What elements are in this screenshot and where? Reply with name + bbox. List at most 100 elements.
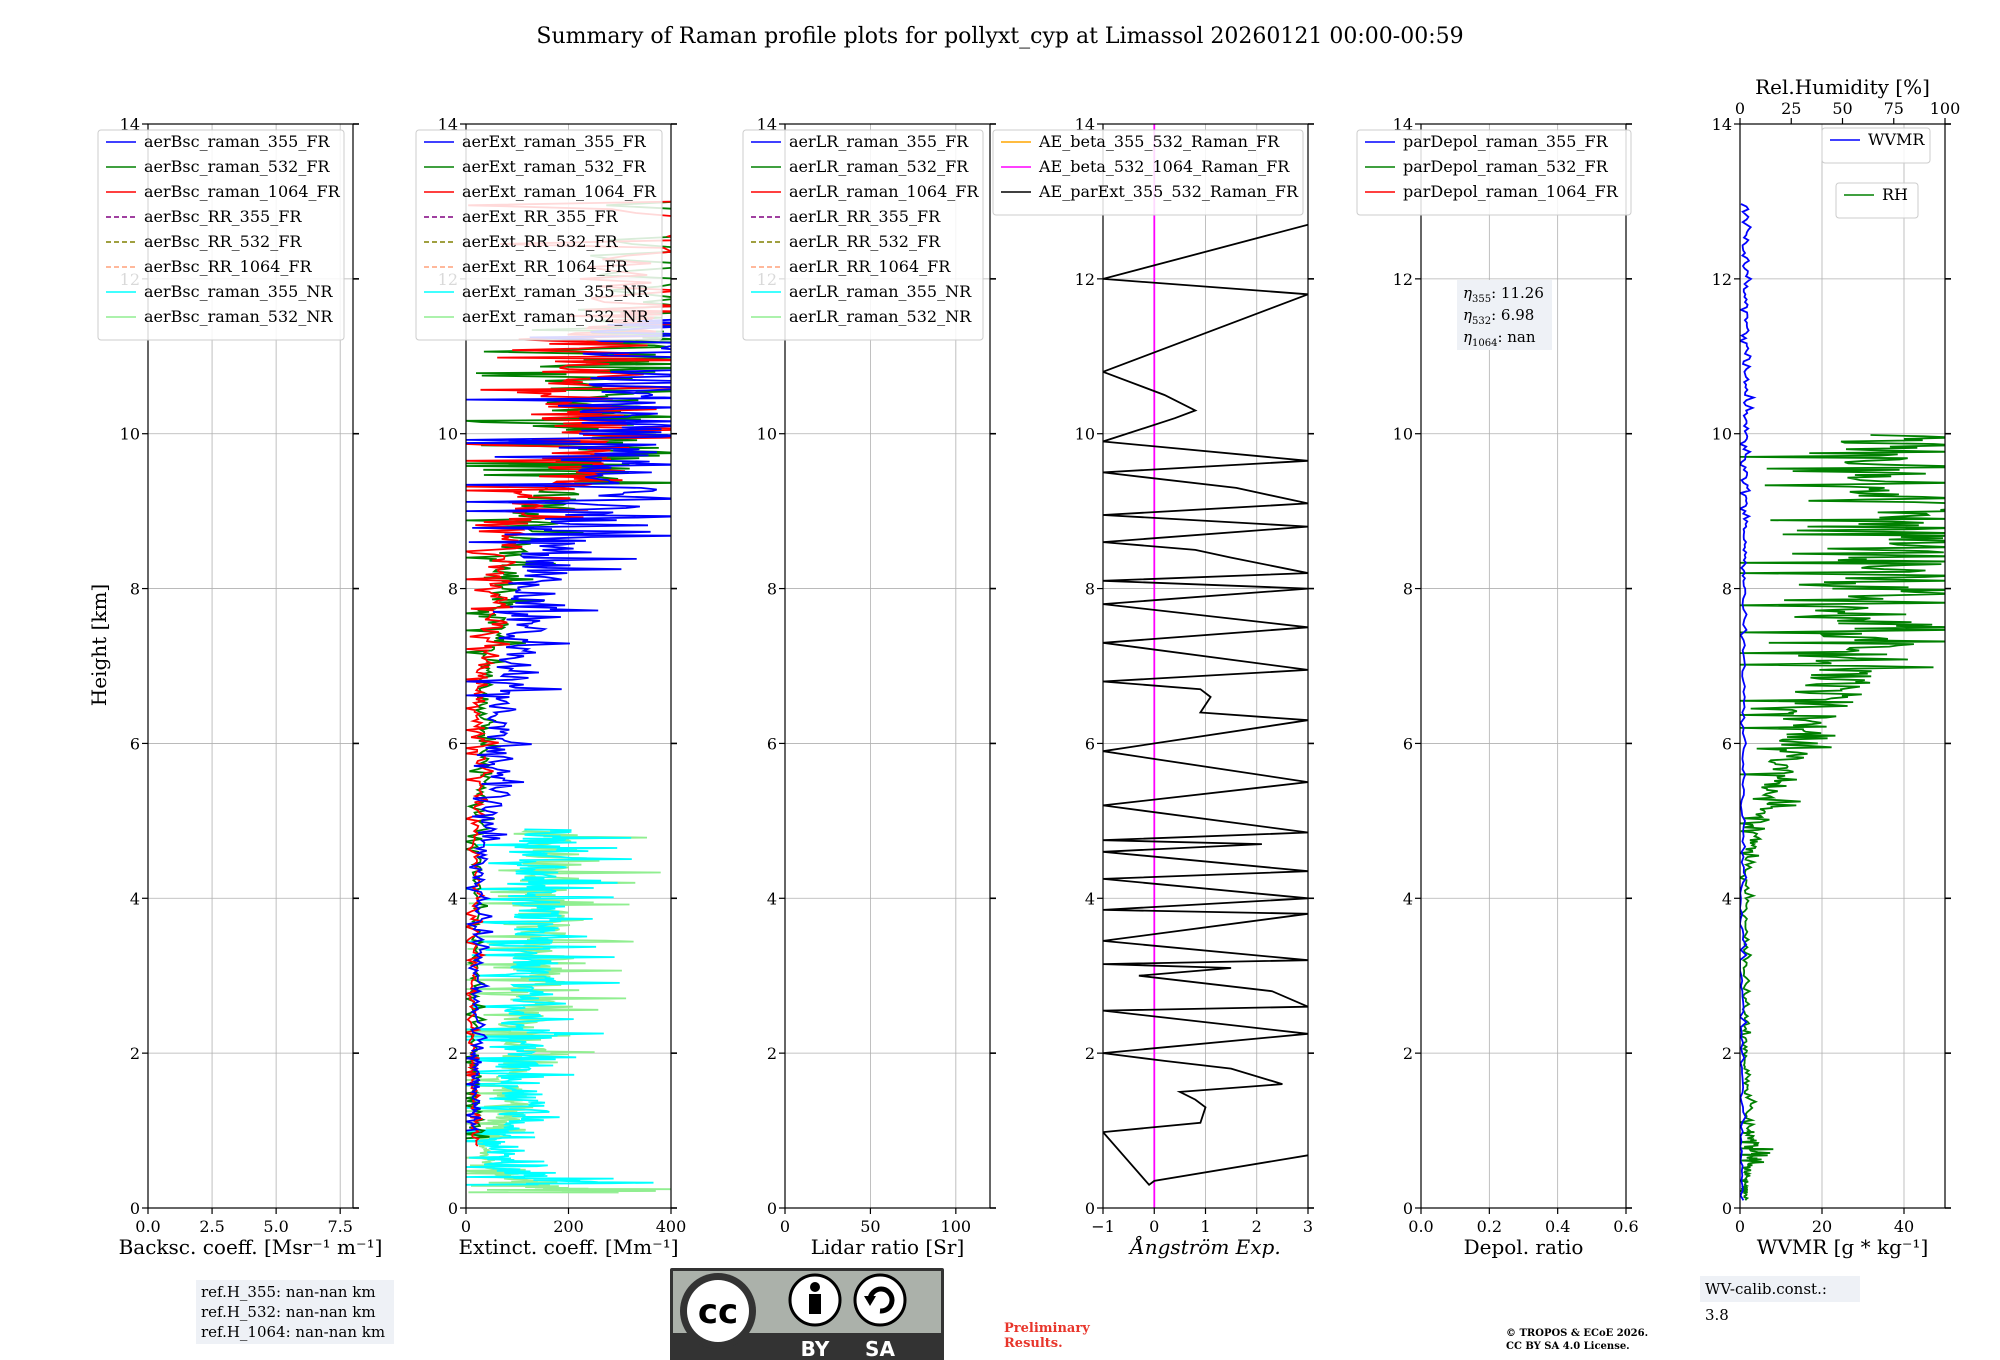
figure-title: Summary of Raman profile plots for polly… bbox=[536, 24, 1463, 49]
legend-entry: aerBsc_raman_355_NR bbox=[144, 282, 333, 301]
eta-355: η355: 11.26 bbox=[1463, 284, 1544, 305]
legend-entry: aerBsc_raman_532_NR bbox=[144, 307, 333, 326]
x-tick-label: 2.5 bbox=[199, 1217, 224, 1236]
y-tick-label: 8 bbox=[130, 580, 140, 599]
axes-frame bbox=[147, 123, 354, 1209]
x-tick-label: 100 bbox=[941, 1217, 972, 1236]
x-axis-label: WVMR [g * kg⁻¹] bbox=[1757, 1235, 1929, 1259]
eta-1064: η1064: nan bbox=[1463, 328, 1536, 349]
x-tick-label: 3 bbox=[1303, 1217, 1313, 1236]
panel-depol-ratio: 0.0 0.2 0.4 0.6 0 2 4 6 8 10 12 14 Depol. ratio parDe… bbox=[1356, 115, 1639, 1259]
top-tick-label: 100 bbox=[1930, 99, 1961, 118]
x-axis-label: Lidar ratio [Sr] bbox=[811, 1235, 965, 1259]
legend-entry: RH bbox=[1882, 185, 1908, 204]
svg-text:cc: cc bbox=[698, 1292, 738, 1332]
legend-entry: aerLR_RR_532_FR bbox=[789, 232, 941, 251]
y-tick-label: 2 bbox=[130, 1044, 140, 1063]
y-axis-label: Height [km] bbox=[87, 584, 111, 706]
y-tick-label: 12 bbox=[1393, 270, 1413, 289]
legend-entry: aerBsc_RR_1064_FR bbox=[144, 257, 313, 276]
axes-frame bbox=[1420, 123, 1627, 1209]
legend-entry: AE_parExt_355_532_Raman_FR bbox=[1038, 182, 1299, 201]
legend-entry: aerExt_raman_355_NR bbox=[462, 282, 650, 301]
y-tick-label: 14 bbox=[1712, 115, 1732, 134]
y-tick-label: 12 bbox=[1075, 270, 1095, 289]
x-tick-label: 7.5 bbox=[327, 1217, 352, 1236]
y-tick-label: 14 bbox=[757, 115, 777, 134]
y-tick-label: 2 bbox=[1403, 1044, 1413, 1063]
panel-extinction: 020040002468101214Extinct. coeff. [Mm⁻¹]… bbox=[415, 115, 687, 1259]
legend-entry: parDepol_raman_1064_FR bbox=[1403, 182, 1619, 201]
y-tick-label: 4 bbox=[1085, 889, 1095, 908]
x-axis-label: Ångström Exp. bbox=[1128, 1234, 1280, 1259]
badge-sa-label: SA bbox=[865, 1337, 895, 1360]
x-tick-label: 2 bbox=[1252, 1217, 1262, 1236]
cc-by-sa-badge: cc BY SA bbox=[670, 1268, 944, 1360]
x-tick-label: 0.4 bbox=[1545, 1217, 1570, 1236]
legend: parDepol_raman_355_FR parDepol_raman_532_… bbox=[1356, 129, 1632, 216]
x-tick-label: 0.0 bbox=[135, 1217, 160, 1236]
y-tick-label: 10 bbox=[1712, 425, 1732, 444]
y-tick-label: 8 bbox=[1085, 580, 1095, 599]
x-tick-label: 40 bbox=[1894, 1217, 1914, 1236]
panel-backscatter: 0.02.55.07.502468101214Backsc. coeff. [M… bbox=[97, 115, 383, 1259]
panel-wvmr: 0 20 40 0 2 4 6 8 10 12 14 WVMR [g * kg⁻¹] 0 25 50 75 10… bbox=[1712, 75, 1961, 1259]
y-tick-label: 8 bbox=[1722, 580, 1732, 599]
y-tick-label: 6 bbox=[1085, 734, 1095, 753]
x-axis-label: Backsc. coeff. [Msr⁻¹ m⁻¹] bbox=[119, 1235, 383, 1259]
legend: aerLR_raman_355_FR aerLR_raman_532_FR aerL… bbox=[742, 129, 984, 341]
y-tick-label: 6 bbox=[448, 734, 458, 753]
y-tick-label: 0 bbox=[767, 1199, 777, 1218]
y-tick-label: 14 bbox=[438, 115, 458, 134]
legend-entry: AE_beta_532_1064_Raman_FR bbox=[1038, 157, 1290, 176]
legend-entry: aerExt_RR_355_FR bbox=[462, 207, 619, 226]
series-line-RH bbox=[1740, 434, 1945, 1201]
badge-by-label: BY bbox=[801, 1337, 830, 1360]
panel-lidar-ratio: 05010002468101214Lidar ratio [Sr]aerLR_r… bbox=[742, 115, 996, 1259]
y-tick-label: 8 bbox=[1403, 580, 1413, 599]
legend-entry: aerLR_raman_355_NR bbox=[789, 282, 972, 301]
x-tick-label: 0 bbox=[1735, 1217, 1745, 1236]
x-axis-label: Depol. ratio bbox=[1464, 1235, 1584, 1259]
y-tick-label: 0 bbox=[448, 1199, 458, 1218]
y-tick-label: 0 bbox=[1085, 1199, 1095, 1218]
legend-entry: aerLR_RR_1064_FR bbox=[789, 257, 951, 276]
eta-annotation: η355: 11.26 η532: 6.98 η1064: nan bbox=[1457, 280, 1552, 350]
legend-entry: parDepol_raman_355_FR bbox=[1403, 132, 1609, 151]
legend-entry: aerBsc_raman_532_FR bbox=[144, 157, 330, 176]
legend-entry: aerExt_raman_532_NR bbox=[462, 307, 650, 326]
legend-entry: aerExt_RR_1064_FR bbox=[462, 257, 629, 276]
legend: aerExt_raman_355_FR aerExt_raman_532_FRae… bbox=[415, 129, 663, 341]
axes-frame bbox=[784, 123, 991, 1209]
y-tick-label: 14 bbox=[120, 115, 140, 134]
copyright-line-1: © TROPOS & ECoE 2026. bbox=[1506, 1328, 1649, 1339]
y-tick-label: 6 bbox=[767, 734, 777, 753]
ref-height-1064: ref.H_1064: nan-nan km bbox=[201, 1323, 386, 1341]
top-tick-label: 50 bbox=[1832, 99, 1852, 118]
y-tick-label: 4 bbox=[1722, 889, 1732, 908]
legend-entry: aerLR_raman_532_FR bbox=[789, 157, 969, 176]
preliminary-note: Preliminary Results. bbox=[1004, 1321, 1090, 1351]
y-tick-label: 4 bbox=[767, 889, 777, 908]
legend: RH bbox=[1835, 182, 1919, 219]
y-tick-label: 10 bbox=[1075, 425, 1095, 444]
y-tick-label: 2 bbox=[1085, 1044, 1095, 1063]
x-tick-label: 0.2 bbox=[1477, 1217, 1502, 1236]
ref-height-355: ref.H_355: nan-nan km bbox=[201, 1283, 376, 1301]
y-tick-label: 4 bbox=[130, 889, 140, 908]
legend-entry: aerExt_raman_1064_FR bbox=[462, 182, 657, 201]
preliminary-line-1: Preliminary bbox=[1004, 1321, 1090, 1336]
y-tick-label: 10 bbox=[757, 425, 777, 444]
top-axis-label: Rel.Humidity [%] bbox=[1755, 75, 1930, 99]
y-tick-label: 0 bbox=[1722, 1199, 1732, 1218]
x-axis-label: Extinct. coeff. [Mm⁻¹] bbox=[458, 1235, 678, 1259]
ref-height-532: ref.H_532: nan-nan km bbox=[201, 1303, 376, 1321]
y-tick-label: 0 bbox=[130, 1199, 140, 1218]
y-tick-label: 14 bbox=[1075, 115, 1095, 134]
legend-entry: aerBsc_raman_1064_FR bbox=[144, 182, 341, 201]
y-tick-label: 8 bbox=[448, 580, 458, 599]
x-tick-label: 400 bbox=[656, 1217, 687, 1236]
legend-entry: aerLR_raman_532_NR bbox=[789, 307, 972, 326]
x-tick-label: 0 bbox=[461, 1217, 471, 1236]
